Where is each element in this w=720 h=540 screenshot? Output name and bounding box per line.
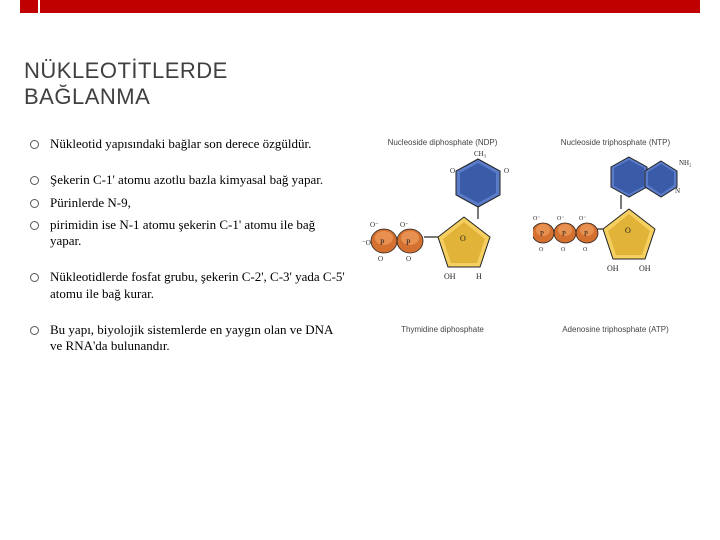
svg-text:O: O <box>504 167 509 175</box>
bullet-list: Nükleotid yapısındaki bağlar son derece … <box>28 136 348 354</box>
ntp-diagram: Nucleoside triphosphate (NTP) NH₂ N <box>533 138 698 360</box>
svg-text:⁻O: ⁻O <box>362 239 371 247</box>
svg-text:O: O <box>406 255 411 263</box>
ndp-title: Nucleoside diphosphate (NDP) <box>360 138 525 147</box>
ntp-structure-icon: NH₂ N O OH OH <box>533 151 698 321</box>
svg-text:P: P <box>562 230 566 238</box>
svg-text:O: O <box>583 247 588 253</box>
slide-content: NÜKLEOTİTLERDE BAĞLANMA Nükleotid yapısı… <box>0 0 720 380</box>
svg-text:P: P <box>584 230 588 238</box>
svg-text:OH: OH <box>639 264 651 273</box>
bullet-item: Nükleotid yapısındaki bağlar son derece … <box>28 136 348 152</box>
svg-text:NH₂: NH₂ <box>679 159 692 167</box>
ndp-caption: Thymidine diphosphate <box>360 325 525 334</box>
bullet-item: Nükleotidlerde fosfat grubu, şekerin C-2… <box>28 269 348 302</box>
svg-text:P: P <box>540 230 544 238</box>
accent-bar-right <box>40 0 700 13</box>
svg-text:O⁻: O⁻ <box>370 221 379 229</box>
svg-text:O: O <box>625 226 631 235</box>
svg-text:CH₃: CH₃ <box>474 151 487 158</box>
ntp-title: Nucleoside triphosphate (NTP) <box>533 138 698 147</box>
svg-text:O: O <box>460 234 466 243</box>
svg-text:N: N <box>675 187 680 195</box>
ndp-diagram: Nucleoside diphosphate (NDP) O O CH₃ O O… <box>360 138 525 360</box>
svg-text:O⁻: O⁻ <box>400 221 409 229</box>
svg-text:OH: OH <box>444 272 456 281</box>
svg-text:O⁻: O⁻ <box>579 216 587 222</box>
svg-text:P: P <box>406 238 411 247</box>
diagram-column: Nucleoside diphosphate (NDP) O O CH₃ O O… <box>360 58 700 360</box>
bullet-item: Pürinlerde N-9, <box>28 195 348 211</box>
ndp-structure-icon: O O CH₃ O OH H <box>360 151 525 321</box>
svg-text:O: O <box>539 247 544 253</box>
svg-text:O: O <box>450 167 455 175</box>
accent-bar-left <box>20 0 38 13</box>
svg-text:P: P <box>380 238 385 247</box>
bullet-item: Bu yapı, biyolojik sistemlerde en yaygın… <box>28 322 348 355</box>
text-column: NÜKLEOTİTLERDE BAĞLANMA Nükleotid yapısı… <box>28 58 348 360</box>
svg-text:O⁻: O⁻ <box>533 216 541 222</box>
svg-text:O: O <box>561 247 566 253</box>
svg-text:OH: OH <box>607 264 619 273</box>
bullet-item: pirimidin ise N-1 atomu şekerin C-1' ato… <box>28 217 348 250</box>
slide-title: NÜKLEOTİTLERDE BAĞLANMA <box>24 58 348 110</box>
ntp-caption: Adenosine triphosphate (ATP) <box>533 325 698 334</box>
svg-text:O⁻: O⁻ <box>557 216 565 222</box>
svg-text:O: O <box>378 255 383 263</box>
bullet-item: Şekerin C-1' atomu azotlu bazla kimyasal… <box>28 172 348 188</box>
svg-text:H: H <box>476 272 482 281</box>
